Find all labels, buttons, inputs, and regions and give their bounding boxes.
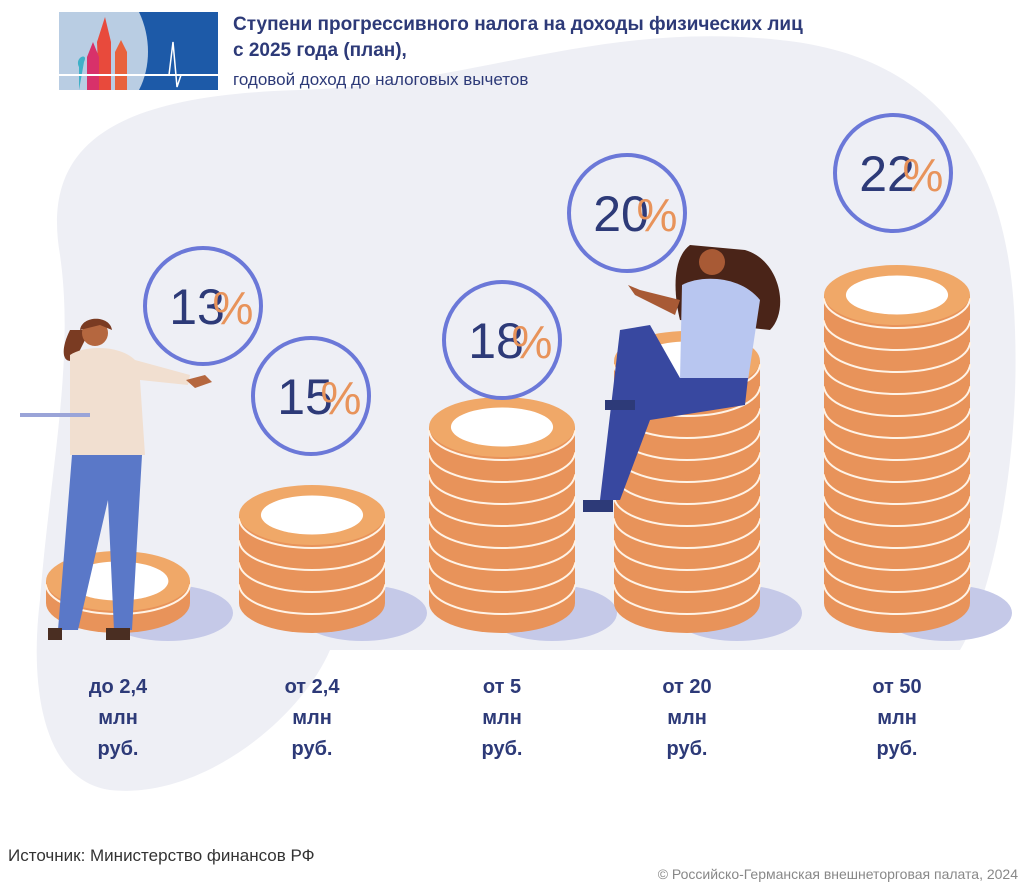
title-line-2: с 2025 года (план), xyxy=(233,40,407,61)
category-label-line: от 50 xyxy=(872,676,922,698)
rate-value: 18 xyxy=(468,313,524,369)
percent-sign: % xyxy=(903,149,944,201)
rate-value: 22 xyxy=(859,146,915,202)
category-label-line: от 20 xyxy=(662,676,712,698)
rate-badge: 20% xyxy=(567,153,687,273)
coin-stack xyxy=(823,265,1012,641)
category-label-line: от 5 xyxy=(482,676,522,698)
percent-sign: % xyxy=(637,189,678,241)
woman-with-laptop-illustration xyxy=(20,318,212,640)
page-subtitle: годовой доход до налоговых вычетов xyxy=(233,70,529,89)
rate-badge: 15% xyxy=(251,336,371,456)
sitting-woman-illustration xyxy=(583,245,781,512)
source-note: Источник: Министерство финансов РФ xyxy=(8,846,315,865)
coin xyxy=(238,485,386,567)
category-label: от 5 млн руб. xyxy=(437,672,567,765)
percent-sign: % xyxy=(321,372,362,424)
category-label-line: млн xyxy=(292,707,332,729)
category-label-line: млн xyxy=(877,707,917,729)
category-label-line: руб. xyxy=(481,738,523,760)
rate-badge: 22% xyxy=(833,113,953,233)
category-label-line: руб. xyxy=(291,738,333,760)
rate-value: 20 xyxy=(593,186,649,242)
category-label-line: руб. xyxy=(876,738,918,760)
copyright-note: © Российско-Германская внешнеторговая па… xyxy=(657,866,1018,882)
percent-sign: % xyxy=(213,282,254,334)
logo xyxy=(59,12,218,90)
coin-stack xyxy=(238,485,427,641)
page-title: Ступени прогрессивного налога на доходы … xyxy=(233,12,803,64)
category-label-line: руб. xyxy=(666,738,708,760)
category-label: от 20 млн руб. xyxy=(622,672,752,765)
category-label: от 2,4 млн руб. xyxy=(247,672,377,765)
rate-badge: 13% xyxy=(143,246,263,366)
category-label-line: до 2,4 xyxy=(88,676,148,698)
rate-badge: 18% xyxy=(442,280,562,400)
category-label-line: млн xyxy=(98,707,138,729)
coin xyxy=(428,397,576,479)
title-line-1: Ступени прогрессивного налога на доходы … xyxy=(233,14,803,35)
category-label-line: руб. xyxy=(97,738,139,760)
category-label-line: от 2,4 xyxy=(284,676,340,698)
percent-sign: % xyxy=(512,316,553,368)
category-label-line: млн xyxy=(482,707,522,729)
coin-stack xyxy=(428,397,617,641)
category-label: до 2,4 млн руб. xyxy=(53,672,183,765)
category-label: от 50 млн руб. xyxy=(832,672,962,765)
rate-value: 13 xyxy=(169,279,225,335)
category-label-line: млн xyxy=(667,707,707,729)
rate-value: 15 xyxy=(277,369,333,425)
coin xyxy=(823,265,971,347)
